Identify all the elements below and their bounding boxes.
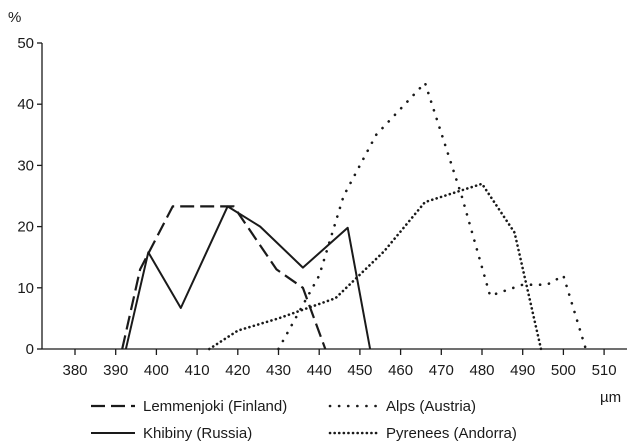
x-tick-label: 510 (592, 362, 617, 379)
x-axis-label: µm (600, 389, 621, 406)
y-axis-label: % (8, 9, 21, 26)
y-tick-label: 0 (26, 341, 34, 358)
x-tick-label: 450 (347, 362, 372, 379)
x-tick-label: 470 (429, 362, 454, 379)
x-tick-label: 380 (62, 362, 87, 379)
series-line-1 (121, 205, 327, 350)
series-line-3 (277, 81, 588, 351)
legend-label-4: Pyrenees (Andorra) (386, 425, 517, 442)
x-tick-label: 440 (307, 362, 332, 379)
y-tick-label: 10 (17, 280, 34, 297)
legend: Lemmenjoki (Finland) Khibiny (Russia) Alps… (91, 398, 517, 442)
series-layer (121, 81, 588, 351)
axes: 0 10 20 30 40 50 380 390 400 410 420 430 440 450 460 47… (8, 9, 627, 406)
x-tick-label: 460 (388, 362, 413, 379)
series-line-4 (208, 182, 543, 351)
series-line-2 (124, 205, 372, 350)
x-tick-label: 490 (510, 362, 535, 379)
x-tick-label: 400 (144, 362, 169, 379)
y-tick-label: 50 (17, 35, 34, 52)
legend-label-2: Khibiny (Russia) (143, 425, 252, 442)
x-tick-label: 480 (469, 362, 494, 379)
x-tick-label: 420 (225, 362, 250, 379)
y-tick-label: 30 (17, 157, 34, 174)
x-tick-label: 500 (551, 362, 576, 379)
y-tick-label: 40 (17, 96, 34, 113)
x-tick-label: 410 (185, 362, 210, 379)
legend-label-3: Alps (Austria) (386, 398, 476, 415)
x-tick-label: 390 (103, 362, 128, 379)
x-tick-label: 430 (266, 362, 291, 379)
legend-label-1: Lemmenjoki (Finland) (143, 398, 287, 415)
y-tick-label: 20 (17, 219, 34, 236)
